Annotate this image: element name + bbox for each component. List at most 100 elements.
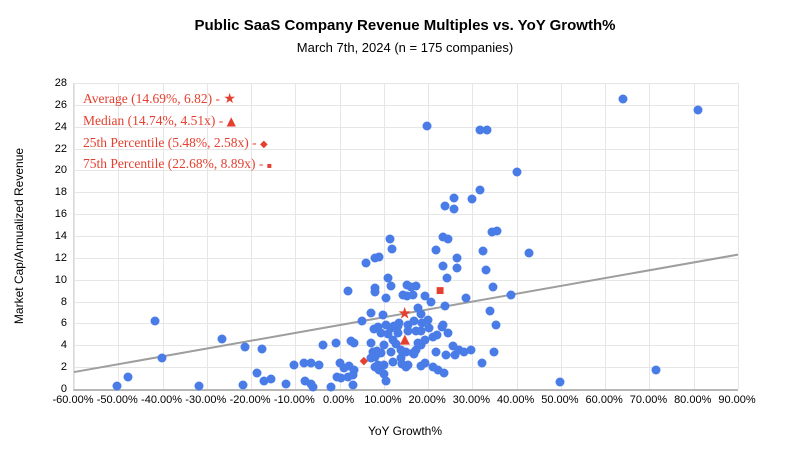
scatter-point[interactable] xyxy=(300,376,310,386)
scatter-point[interactable] xyxy=(336,373,346,383)
p75-marker[interactable]: ■ xyxy=(435,285,445,296)
scatter-point[interactable] xyxy=(396,353,406,363)
scatter-point[interactable] xyxy=(438,320,448,330)
scatter-point[interactable] xyxy=(393,328,403,338)
scatter-point[interactable] xyxy=(349,338,359,348)
scatter-point[interactable] xyxy=(420,291,430,301)
scatter-point[interactable] xyxy=(442,273,452,283)
scatter-point[interactable] xyxy=(388,357,398,367)
scatter-point[interactable] xyxy=(339,363,349,373)
scatter-point[interactable] xyxy=(411,281,421,291)
scatter-point[interactable] xyxy=(506,290,516,300)
scatter-point[interactable] xyxy=(349,365,359,375)
scatter-point[interactable] xyxy=(366,338,376,348)
scatter-point[interactable] xyxy=(461,293,471,303)
scatter-point[interactable] xyxy=(150,316,160,326)
scatter-point[interactable] xyxy=(618,94,628,104)
scatter-point[interactable] xyxy=(450,350,460,360)
scatter-point[interactable] xyxy=(289,360,299,370)
scatter-point[interactable] xyxy=(467,194,477,204)
average-marker[interactable]: ★ xyxy=(397,303,412,323)
median-marker[interactable]: ▲ xyxy=(399,331,410,347)
scatter-point[interactable] xyxy=(370,283,380,293)
scatter-point[interactable] xyxy=(512,167,522,177)
scatter-point[interactable] xyxy=(482,125,492,135)
scatter-point[interactable] xyxy=(411,326,421,336)
scatter-point[interactable] xyxy=(454,345,464,355)
scatter-point[interactable] xyxy=(416,309,426,319)
scatter-point[interactable] xyxy=(431,347,441,357)
scatter-point[interactable] xyxy=(376,348,386,358)
scatter-point[interactable] xyxy=(266,374,276,384)
scatter-point[interactable] xyxy=(431,245,441,255)
scatter-point[interactable] xyxy=(485,306,495,316)
scatter-point[interactable] xyxy=(555,377,565,387)
scatter-point[interactable] xyxy=(440,201,449,211)
scatter-point[interactable] xyxy=(693,105,703,115)
scatter-point[interactable] xyxy=(123,372,133,382)
scatter-point[interactable] xyxy=(394,318,404,328)
scatter-point[interactable] xyxy=(651,365,661,375)
scatter-point[interactable] xyxy=(440,301,450,311)
scatter-point[interactable] xyxy=(386,347,395,357)
scatter-point[interactable] xyxy=(281,379,291,389)
scatter-point[interactable] xyxy=(361,258,371,268)
scatter-point[interactable] xyxy=(314,360,324,370)
scatter-point[interactable] xyxy=(441,350,451,360)
scatter-point[interactable] xyxy=(424,323,434,333)
scatter-point[interactable] xyxy=(381,320,391,330)
scatter-point[interactable] xyxy=(112,381,122,391)
scatter-point[interactable] xyxy=(252,368,262,378)
scatter-point[interactable] xyxy=(426,297,436,307)
scatter-point[interactable] xyxy=(402,291,412,301)
scatter-point[interactable] xyxy=(379,340,389,350)
scatter-point[interactable] xyxy=(357,316,367,326)
scatter-point[interactable] xyxy=(385,234,395,244)
scatter-point[interactable] xyxy=(481,265,491,275)
scatter-point[interactable] xyxy=(403,360,413,370)
scatter-point[interactable] xyxy=(381,376,391,386)
scatter-point[interactable] xyxy=(420,358,430,368)
scatter-point[interactable] xyxy=(452,263,462,273)
scatter-point[interactable] xyxy=(488,282,498,292)
scatter-point[interactable] xyxy=(439,368,449,378)
scatter-point[interactable] xyxy=(373,322,383,332)
scatter-point[interactable] xyxy=(343,372,353,382)
scatter-point[interactable] xyxy=(396,345,406,355)
scatter-point[interactable] xyxy=(318,340,328,350)
scatter-point[interactable] xyxy=(386,281,396,291)
scatter-point[interactable] xyxy=(383,273,393,283)
scatter-point[interactable] xyxy=(438,261,448,270)
scatter-point[interactable] xyxy=(383,329,393,339)
scatter-point[interactable] xyxy=(308,382,318,392)
scatter-point[interactable] xyxy=(416,340,426,350)
scatter-point[interactable] xyxy=(238,380,248,390)
scatter-point[interactable] xyxy=(423,315,433,325)
scatter-point[interactable] xyxy=(487,227,497,237)
scatter-point[interactable] xyxy=(335,358,345,368)
scatter-point[interactable] xyxy=(257,344,267,354)
scatter-point[interactable] xyxy=(443,328,453,338)
scatter-point[interactable] xyxy=(373,360,383,370)
scatter-point[interactable] xyxy=(157,353,167,363)
scatter-point[interactable] xyxy=(374,252,384,262)
scatter-point[interactable] xyxy=(240,342,250,352)
scatter-point[interactable] xyxy=(443,234,453,244)
scatter-point[interactable] xyxy=(348,380,358,390)
p25-marker[interactable]: ◆ xyxy=(359,353,369,367)
scatter-point[interactable] xyxy=(448,341,458,351)
scatter-point[interactable] xyxy=(344,361,354,371)
scatter-point[interactable] xyxy=(387,244,397,254)
scatter-point[interactable] xyxy=(449,193,459,203)
scatter-point[interactable] xyxy=(475,125,485,135)
scatter-point[interactable] xyxy=(433,365,443,375)
scatter-point[interactable] xyxy=(403,326,413,336)
scatter-point[interactable] xyxy=(401,347,411,357)
scatter-point[interactable] xyxy=(299,358,309,368)
scatter-point[interactable] xyxy=(379,369,389,379)
scatter-point[interactable] xyxy=(406,282,416,292)
scatter-point[interactable] xyxy=(459,347,469,357)
scatter-point[interactable] xyxy=(331,338,341,348)
scatter-point[interactable] xyxy=(478,246,488,256)
scatter-point[interactable] xyxy=(366,308,376,317)
